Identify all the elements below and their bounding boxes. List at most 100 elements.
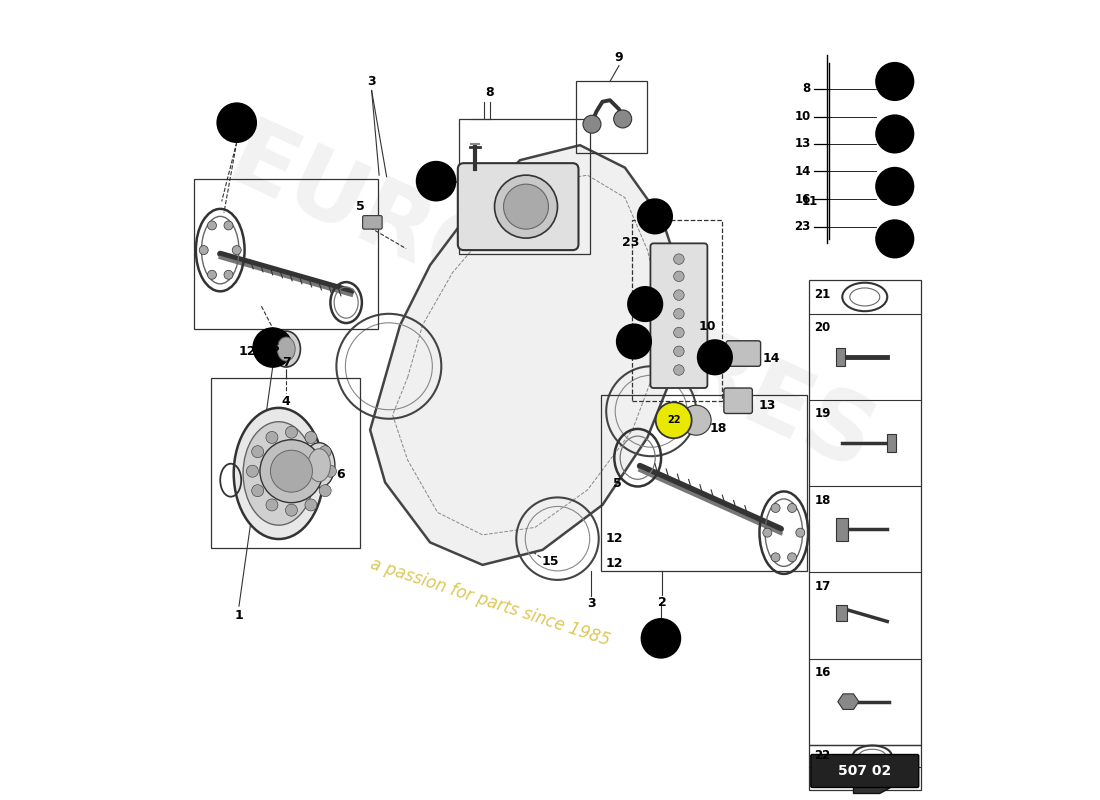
Text: 20: 20 [887,129,902,139]
Circle shape [673,290,684,300]
Text: 21: 21 [815,287,830,301]
Bar [194,179,377,329]
Text: 6: 6 [336,469,344,482]
Circle shape [324,466,337,477]
Circle shape [795,528,805,537]
Text: 19: 19 [815,407,830,421]
Circle shape [656,402,692,438]
Circle shape [199,246,208,254]
Circle shape [876,220,913,258]
Bar [888,434,896,452]
FancyBboxPatch shape [363,216,382,229]
Circle shape [417,162,455,201]
Bar [601,394,807,571]
Text: 4: 4 [282,395,290,408]
Text: 21: 21 [887,182,902,191]
Ellipse shape [304,442,334,488]
Ellipse shape [272,331,300,367]
Text: 22: 22 [667,415,681,426]
Circle shape [771,503,780,513]
Circle shape [217,103,256,142]
Circle shape [876,115,913,153]
Text: 5: 5 [356,200,365,213]
Circle shape [617,324,651,358]
FancyBboxPatch shape [726,341,760,366]
Text: 14: 14 [794,165,811,178]
Text: 17: 17 [428,176,443,186]
Text: 507 02: 507 02 [838,764,891,778]
Circle shape [495,175,558,238]
FancyBboxPatch shape [650,243,707,388]
Text: 12: 12 [239,345,256,358]
Text: 9: 9 [615,51,624,64]
Circle shape [285,504,297,516]
Ellipse shape [308,449,330,482]
Text: 3: 3 [367,75,376,88]
Circle shape [641,619,681,658]
Circle shape [266,431,278,443]
Circle shape [246,466,258,477]
Circle shape [224,270,233,279]
Text: 12: 12 [606,532,624,545]
Circle shape [285,426,297,438]
Circle shape [697,340,733,374]
Text: 12: 12 [606,557,624,570]
Circle shape [208,221,217,230]
Text: EUROSPARES: EUROSPARES [213,113,887,492]
Circle shape [583,115,601,133]
Text: 16: 16 [794,193,811,206]
Text: 15: 15 [541,554,559,568]
Circle shape [628,287,662,322]
Text: 19: 19 [637,299,653,309]
Circle shape [638,199,672,234]
Bar [576,82,648,153]
Text: 19: 19 [887,77,903,86]
Circle shape [208,270,217,279]
Text: 16: 16 [815,666,830,679]
Circle shape [305,431,317,443]
Circle shape [614,110,631,128]
Text: 22: 22 [707,352,723,362]
Polygon shape [854,765,893,794]
Text: 16: 16 [229,118,244,128]
Ellipse shape [243,422,315,525]
Text: 20: 20 [626,337,641,346]
Bar [808,280,921,745]
Text: 13: 13 [759,399,775,413]
Circle shape [252,485,264,497]
Text: 23: 23 [623,236,639,249]
Circle shape [319,446,331,458]
Circle shape [504,184,549,229]
Text: 18: 18 [710,422,727,435]
Text: 20: 20 [815,322,830,334]
Text: 7: 7 [282,356,290,369]
Ellipse shape [233,408,323,539]
Bar [808,745,921,790]
Circle shape [788,503,796,513]
Polygon shape [370,145,685,565]
Text: 13: 13 [794,137,811,150]
Circle shape [305,499,317,511]
Circle shape [763,528,772,537]
Text: 10: 10 [698,320,716,333]
Bar [459,119,590,254]
Text: 1: 1 [234,610,243,622]
Circle shape [876,168,913,205]
Text: 5: 5 [613,478,621,490]
Text: 11: 11 [802,195,818,208]
Text: 10: 10 [794,110,811,123]
Bar [632,220,723,402]
FancyBboxPatch shape [724,388,752,414]
Circle shape [673,309,684,319]
Circle shape [673,327,684,338]
Bar [836,518,848,541]
Text: 18: 18 [815,494,830,506]
Text: 17: 17 [815,580,830,593]
Text: 16: 16 [265,342,280,353]
Circle shape [232,246,241,254]
FancyBboxPatch shape [811,754,918,787]
Ellipse shape [277,337,295,361]
Circle shape [266,499,278,511]
Text: 16: 16 [653,634,669,643]
Circle shape [224,221,233,230]
